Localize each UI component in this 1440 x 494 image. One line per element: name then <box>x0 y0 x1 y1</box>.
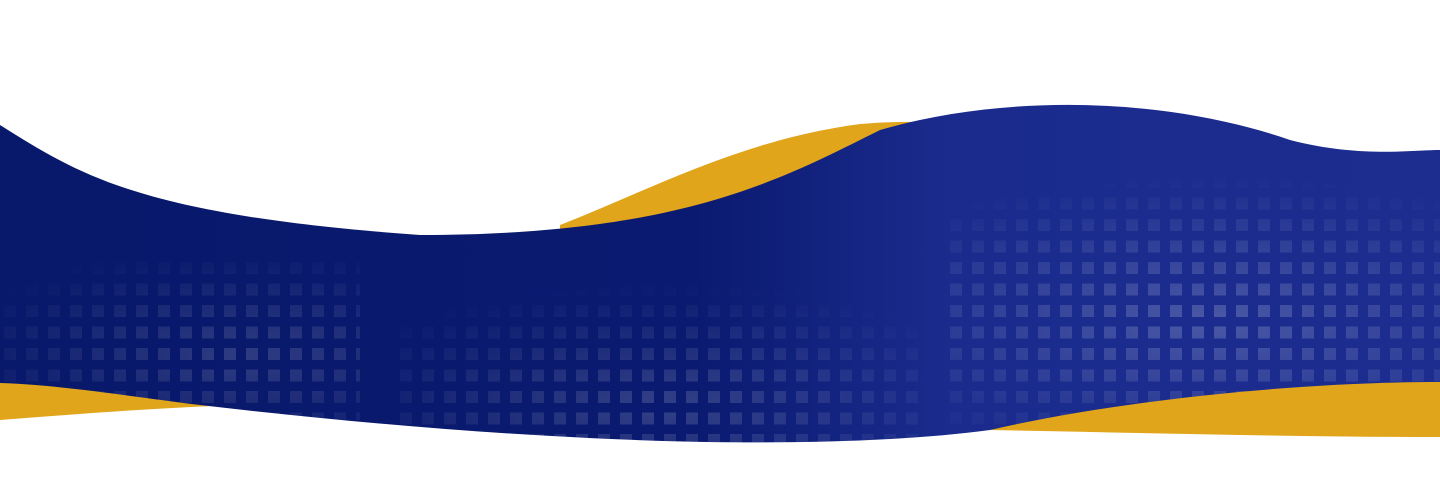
gold-wave-right <box>990 379 1440 437</box>
halftone-dots <box>0 120 1440 443</box>
halftone-dots-right <box>940 120 1440 430</box>
halftone-dots-middle <box>400 205 920 443</box>
halftone-dots-left <box>0 200 360 420</box>
